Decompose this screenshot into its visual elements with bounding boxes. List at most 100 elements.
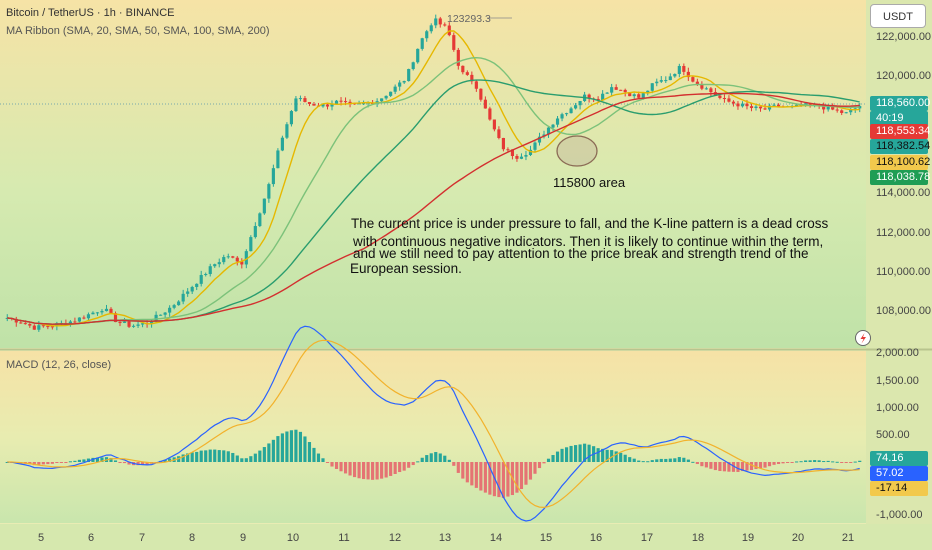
macd-histogram-bar [483, 462, 487, 493]
candle-body [163, 312, 167, 315]
macd-histogram-bar [59, 462, 63, 463]
chart-title: Bitcoin / TetherUS · 1h · BINANCE [6, 7, 175, 19]
candle-body [443, 24, 447, 26]
candle-body [831, 106, 835, 110]
macd-histogram-bar [718, 462, 722, 472]
macd-histogram-bar [37, 462, 41, 465]
macd-histogram-bar [136, 462, 140, 466]
candle-body [253, 226, 257, 238]
macd-y-tick: 2,000.00 [876, 347, 919, 359]
macd-histogram-bar [357, 462, 361, 479]
macd-histogram-bar [280, 433, 284, 462]
currency-selector[interactable]: USDT [870, 4, 926, 28]
candle-body [776, 104, 781, 107]
candle-body [695, 81, 699, 85]
macd-histogram-bar [668, 458, 672, 462]
y-tick: 112,000.00 [876, 227, 930, 239]
macd-histogram-bar [583, 443, 587, 462]
macd-histogram-bar [795, 461, 799, 463]
candle-body [289, 111, 293, 125]
candle-body [605, 92, 609, 94]
macd-histogram-bar [312, 447, 316, 462]
macd-histogram-bar [240, 458, 244, 462]
macd-histogram-bar [244, 458, 248, 462]
candle-body [294, 98, 298, 112]
candle-body [736, 103, 740, 107]
candle-body [389, 91, 393, 96]
macd-histogram-bar [749, 462, 754, 471]
candle-body [740, 103, 745, 107]
macd-histogram-bar [790, 462, 794, 463]
candle-body [619, 89, 623, 91]
macd-histogram-bar [808, 460, 812, 462]
macd-histogram-bar [420, 457, 424, 462]
countdown: 40:19 [870, 111, 928, 126]
macd-histogram-bar [578, 444, 582, 462]
candle-body [186, 291, 190, 294]
macd-histogram-bar [461, 462, 465, 479]
candle-body [610, 87, 614, 93]
candle-body [334, 100, 339, 105]
candle-body [664, 80, 668, 82]
candle-body [362, 103, 366, 105]
macd-line-tag: 57.02 [870, 466, 928, 481]
macd-histogram-bar [664, 458, 668, 462]
candle-body [772, 104, 776, 106]
macd-y-tick: 500.00 [876, 429, 910, 441]
macd-histogram-bar [501, 462, 505, 498]
candle-body [258, 213, 262, 227]
candle-body [555, 118, 560, 125]
candle-body [380, 98, 384, 102]
candle-body [280, 137, 284, 151]
price-tag-sma100: 118,382.54 [870, 139, 930, 154]
candle-body [745, 103, 749, 107]
candle-body [709, 88, 713, 93]
macd-histogram-bar [695, 462, 699, 465]
candle-body [470, 74, 474, 82]
candle-body [271, 168, 275, 185]
candle-body [853, 108, 857, 110]
macd-histogram-bar [425, 455, 429, 462]
candle-body [122, 321, 127, 323]
candle-body [50, 326, 54, 328]
macd-histogram-bar [524, 462, 528, 485]
candle-body [488, 108, 492, 120]
candle-body [416, 48, 420, 63]
candle-body [501, 137, 505, 150]
macd-histogram-bar [731, 462, 736, 472]
candle-body [727, 98, 731, 102]
candle-body [537, 136, 542, 143]
candle-body [835, 109, 839, 111]
area-label: 115800 area [553, 175, 626, 190]
lightning-icon[interactable] [855, 330, 871, 346]
candle-body [303, 98, 307, 103]
candle-body [659, 80, 663, 82]
macd-histogram-bar [334, 462, 339, 469]
x-tick: 11 [338, 532, 349, 544]
macd-histogram-bar [497, 462, 501, 498]
candle-body [249, 237, 253, 252]
candle-body [758, 106, 763, 109]
candle-body [844, 112, 848, 114]
macd-histogram-bar [555, 451, 560, 462]
sma200-line [7, 92, 860, 325]
macd-histogram-bar [835, 461, 839, 463]
y-tick: 120,000.00 [876, 70, 931, 82]
annotation-line-2: with continuous negative indicators. The… [352, 234, 823, 249]
macd-signal-line [7, 339, 860, 509]
macd-histogram-bar [826, 460, 830, 462]
macd-y-tick: 1,000.00 [876, 402, 919, 414]
sma50-line [7, 56, 860, 325]
candle-body [519, 156, 524, 159]
macd-histogram-bar [781, 462, 785, 464]
x-tick: 7 [139, 532, 145, 544]
candle-body [510, 149, 515, 157]
candle-body [82, 317, 86, 319]
macd-histogram-bar [100, 457, 104, 462]
x-tick: 9 [240, 532, 246, 544]
macd-histogram-bar [813, 460, 817, 462]
macd-histogram-bar [528, 462, 533, 480]
candle-body [677, 65, 681, 74]
indicator-label: MA Ribbon (SMA, 20, SMA, 50, SMA, 100, S… [6, 25, 270, 37]
macd-histogram-bar [362, 462, 366, 480]
